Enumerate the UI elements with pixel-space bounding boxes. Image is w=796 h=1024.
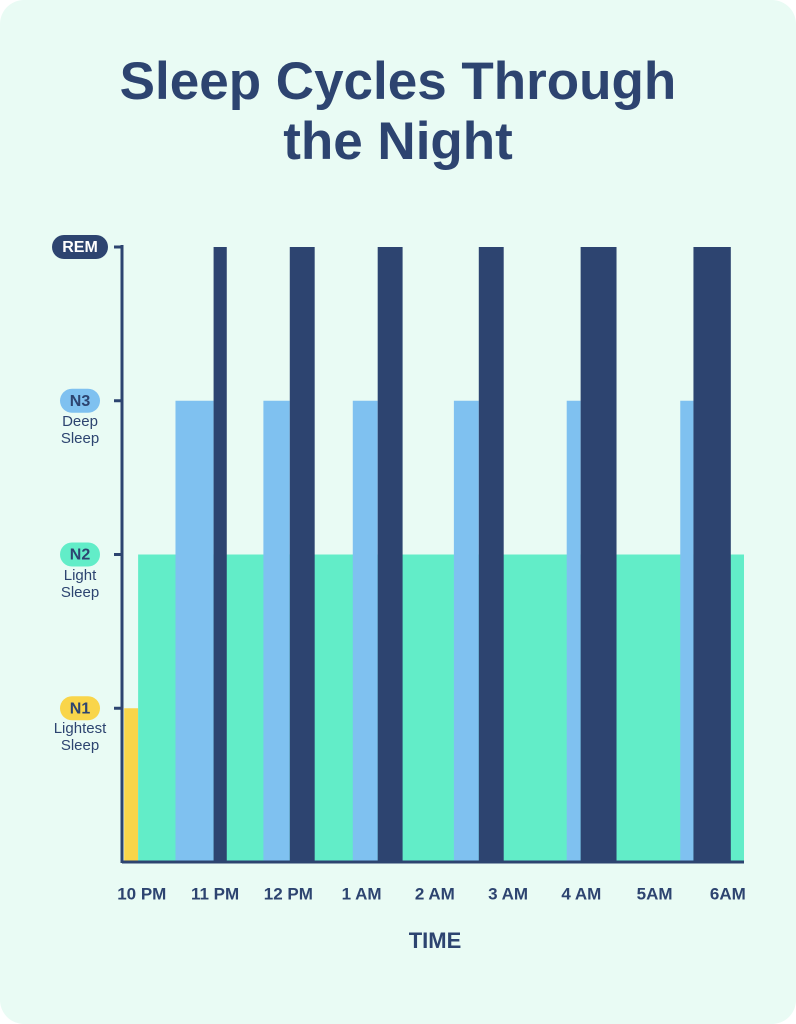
bar	[124, 708, 139, 862]
y-tick-sublabel: Light Sleep	[60, 566, 100, 601]
x-tick-label: 11 PM	[191, 884, 239, 903]
y-tick-sublabel: Deep Sleep	[60, 412, 100, 447]
x-tick-label: 2 AM	[415, 884, 455, 903]
y-tick-label: N3	[70, 393, 91, 410]
x-axis-label: TIME	[409, 928, 462, 953]
y-tick-label: REM	[62, 239, 98, 256]
y-tick-label: N2	[70, 547, 91, 564]
y-tick-label: N1	[70, 700, 91, 717]
x-tick-label: 6AM	[710, 884, 746, 903]
x-tick-label: 4 AM	[561, 884, 601, 903]
x-tick-label: 10 PM	[117, 884, 166, 903]
y-tick-pill	[60, 696, 100, 721]
bar	[263, 400, 290, 862]
y-tick-pill	[60, 388, 100, 413]
chart-title: Sleep Cycles Through the Night	[119, 52, 677, 171]
bar	[213, 247, 227, 862]
bar	[175, 400, 214, 862]
y-tick-sublabel: Lightest Sleep	[53, 720, 107, 755]
bar	[138, 554, 744, 862]
bar	[478, 247, 504, 862]
bar	[680, 400, 694, 862]
bar	[566, 400, 581, 862]
y-tick-pill	[52, 235, 108, 259]
bar	[693, 247, 731, 862]
y-tick-pill	[60, 542, 100, 567]
bar	[453, 400, 479, 862]
x-tick-label: 3 AM	[488, 884, 528, 903]
x-tick-label: 1 AM	[342, 884, 382, 903]
x-tick-label: 5AM	[637, 884, 673, 903]
x-tick-label: 12 PM	[264, 884, 313, 903]
bar	[377, 247, 403, 862]
bar	[352, 400, 378, 862]
bar	[580, 247, 617, 862]
bar	[289, 247, 315, 862]
